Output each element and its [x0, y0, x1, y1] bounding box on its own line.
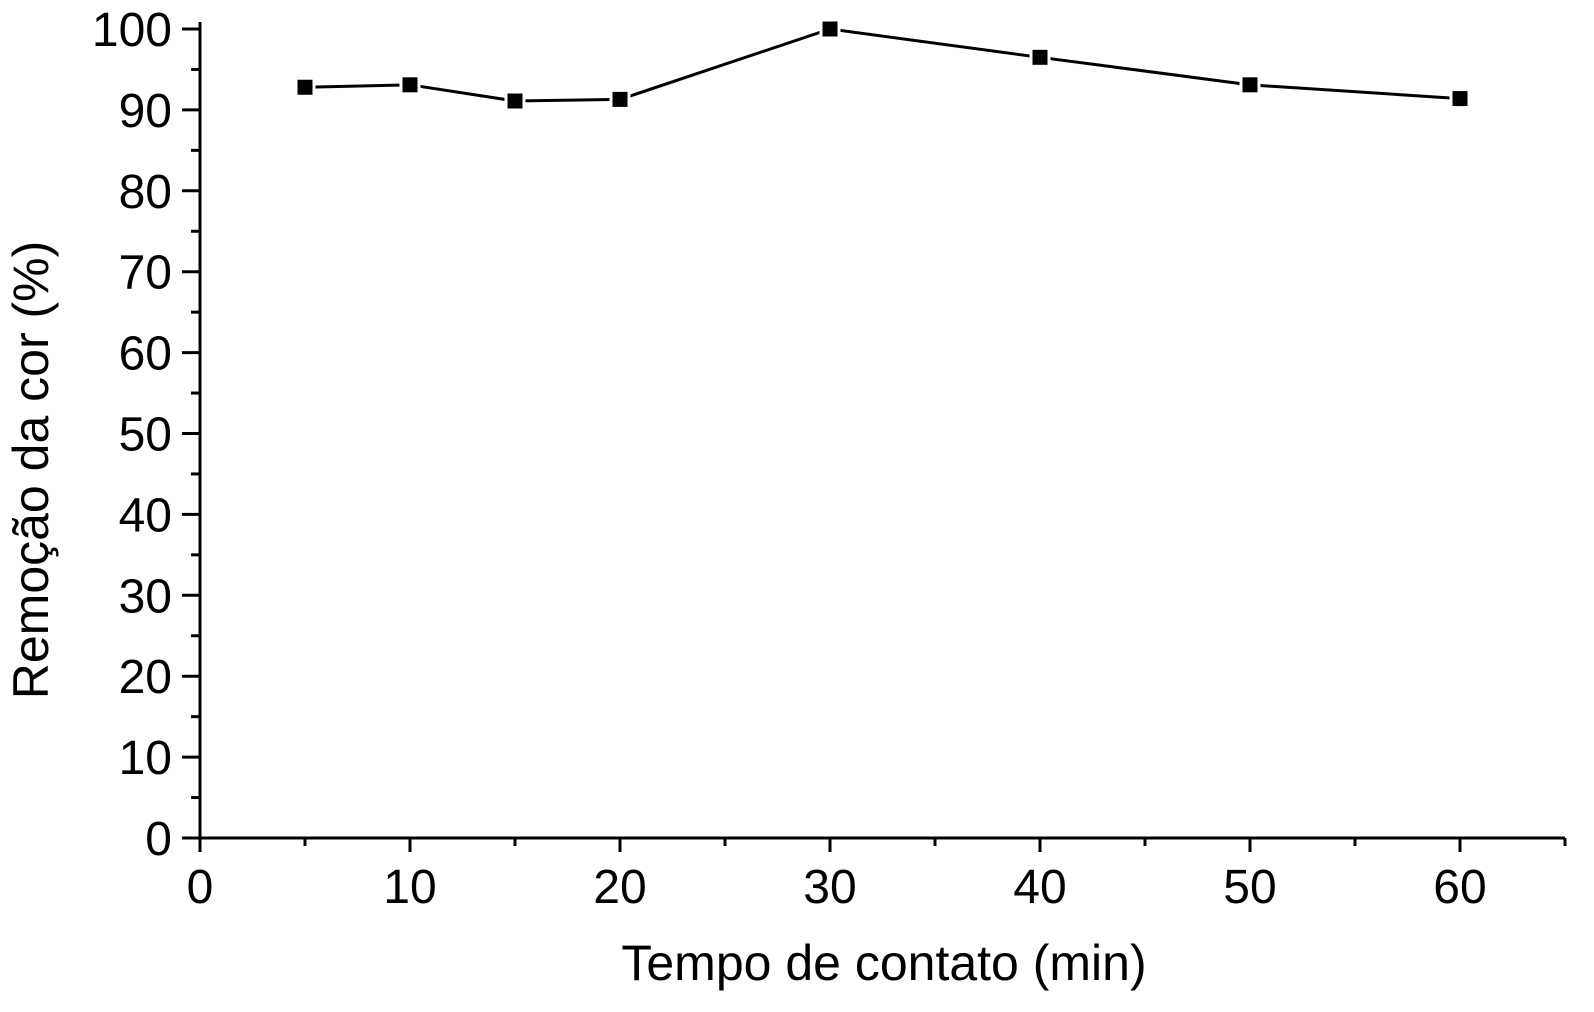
y-axis-title: Remoção da cor (%)	[3, 241, 59, 700]
y-tick-label: 10	[119, 732, 172, 785]
x-tick-label: 10	[383, 861, 436, 914]
x-tick-label: 50	[1223, 861, 1276, 914]
y-tick-label: 80	[119, 166, 172, 219]
series-line	[304, 27, 1461, 103]
data-point-marker	[294, 76, 316, 98]
y-tick-label: 20	[119, 651, 172, 704]
data-point-marker	[1449, 88, 1471, 110]
y-tick-label: 90	[119, 85, 172, 138]
data-point-marker	[504, 90, 526, 112]
data-point-marker	[399, 74, 421, 96]
data-point-marker	[1029, 46, 1051, 68]
data-point-marker	[1239, 74, 1261, 96]
x-tick-label: 30	[803, 861, 856, 914]
axes-layer	[198, 22, 1565, 840]
y-tick-label: 60	[119, 328, 172, 381]
data-point-marker	[819, 18, 841, 40]
y-tick-label: 40	[119, 489, 172, 542]
x-tick-label: 60	[1433, 861, 1486, 914]
x-tick-label: 0	[187, 861, 214, 914]
y-tick-label: 30	[119, 570, 172, 623]
x-axis-title: Tempo de contato (min)	[621, 935, 1146, 991]
x-tick-label: 40	[1013, 861, 1066, 914]
series-line-layer	[304, 27, 1461, 103]
markers-layer	[294, 18, 1471, 112]
data-point-marker	[609, 88, 631, 110]
y-tick-label: 50	[119, 409, 172, 462]
y-tick-label: 70	[119, 247, 172, 300]
y-tick-label: 0	[145, 813, 172, 866]
x-tick-label: 20	[593, 861, 646, 914]
y-tick-label: 100	[92, 4, 172, 57]
ticks-layer: 0 10 20 30 40 50 60 70 80 90 100 0 10 20 30 40 50 60	[92, 4, 1567, 914]
